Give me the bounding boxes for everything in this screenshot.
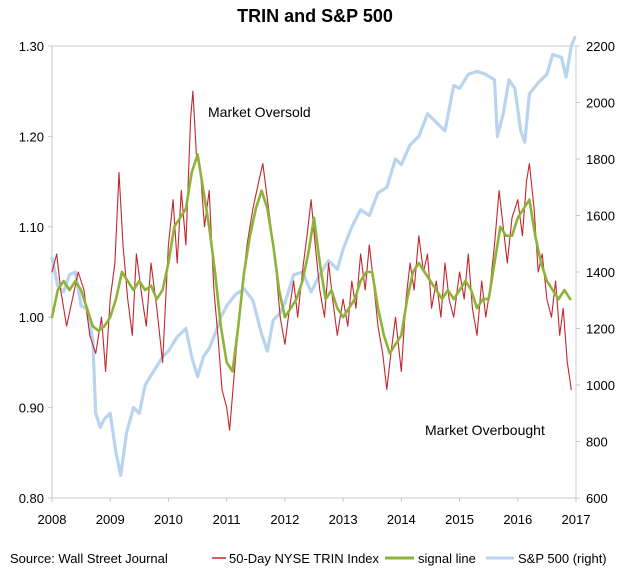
annotation-market-oversold: Market Oversold <box>208 104 311 120</box>
right-tick-label: 1600 <box>586 209 615 224</box>
x-tick-label: 2012 <box>270 512 299 527</box>
x-axis-ticks: 2008 2009 2010 2011 2012 2013 2014 2015 2016 2017 <box>38 498 591 527</box>
legend-label-signal: signal line <box>418 551 476 566</box>
x-tick-label: 2008 <box>38 512 67 527</box>
left-tick-label: 1.30 <box>19 39 44 54</box>
right-tick-label: 600 <box>586 491 608 506</box>
x-tick-label: 2013 <box>329 512 358 527</box>
left-tick-label: 0.80 <box>19 491 44 506</box>
left-tick-label: 0.90 <box>19 401 44 416</box>
right-tick-label: 2000 <box>586 96 615 111</box>
x-tick-label: 2011 <box>213 512 241 527</box>
signal-line <box>50 153 572 373</box>
right-tick-label: 1800 <box>586 152 615 167</box>
series-layer <box>50 35 577 477</box>
annotation-market-overbought: Market Overbought <box>425 422 545 438</box>
legend-label-trin: 50-Day NYSE TRIN Index <box>229 551 380 566</box>
right-tick-label: 2200 <box>586 39 615 54</box>
sp500-line <box>50 35 577 477</box>
x-tick-label: 2016 <box>503 512 532 527</box>
legend: 50-Day NYSE TRIN Index signal line S&P 5… <box>212 551 607 566</box>
x-tick-label: 2017 <box>562 512 591 527</box>
x-tick-label: 2014 <box>387 512 416 527</box>
x-tick-label: 2010 <box>154 512 183 527</box>
right-axis-ticks: 600 800 1000 1200 1400 1600 1800 2000 2200 <box>576 39 615 506</box>
left-axis-ticks: 0.80 0.90 1.00 1.10 1.20 1.30 <box>19 39 52 506</box>
left-tick-label: 1.00 <box>19 310 44 325</box>
x-tick-label: 2015 <box>445 512 474 527</box>
right-tick-label: 1200 <box>586 322 615 337</box>
left-tick-label: 1.10 <box>19 220 44 235</box>
chart-title: TRIN and S&P 500 <box>237 6 393 26</box>
source-note: Source: Wall Street Journal <box>10 551 168 566</box>
left-tick-label: 1.20 <box>19 129 44 144</box>
legend-label-sp500: S&P 500 (right) <box>518 551 607 566</box>
right-tick-label: 800 <box>586 435 608 450</box>
right-tick-label: 1000 <box>586 378 615 393</box>
right-tick-label: 1400 <box>586 265 615 280</box>
trin-line <box>51 90 572 431</box>
x-tick-label: 2009 <box>96 512 125 527</box>
